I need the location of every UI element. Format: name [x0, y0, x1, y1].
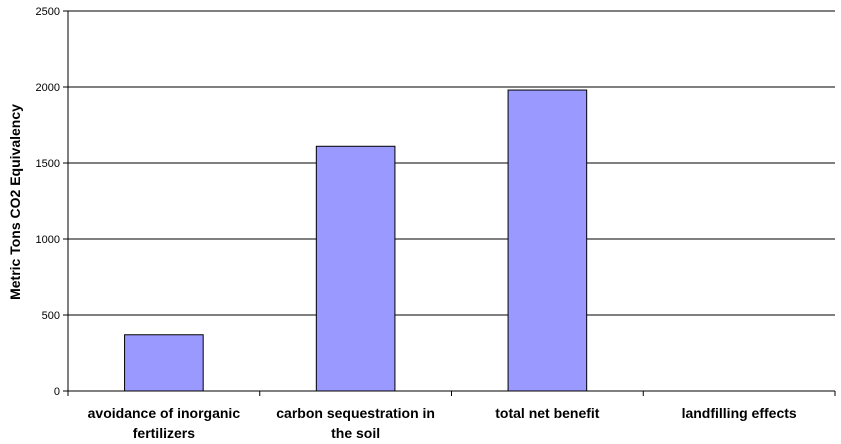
x-category-label: avoidance of inorganic fertilizers: [88, 405, 241, 441]
y-tick-label: 2500: [36, 6, 60, 18]
bar: [315, 145, 396, 392]
bars: [124, 89, 588, 392]
x-category-label-line: landfilling effects: [682, 405, 797, 421]
x-category-label-line: the soil: [331, 425, 380, 441]
x-category-label: carbon sequestration in the soil: [276, 405, 435, 441]
x-category-label: total net benefit: [495, 405, 600, 421]
axes: [63, 10, 836, 396]
y-tick-label: 1500: [36, 158, 60, 170]
x-category-label: landfilling effects: [682, 405, 797, 421]
y-tick-label: 1000: [36, 234, 60, 246]
gridlines: [68, 10, 835, 316]
x-category-label-line: avoidance of inorganic: [88, 405, 241, 421]
bar: [507, 89, 588, 392]
x-category-labels: avoidance of inorganic fertilizers carbon …: [88, 405, 797, 441]
y-tick-label: 2000: [36, 82, 60, 94]
y-axis-label: Metric Tons CO2 Equivalency: [7, 104, 23, 300]
bar: [124, 334, 204, 392]
y-tick-label: 0: [54, 386, 60, 398]
y-tick-label: 500: [42, 310, 60, 322]
x-category-label-line: carbon sequestration in: [276, 405, 435, 421]
x-category-label-line: fertilizers: [133, 425, 195, 441]
x-category-label-line: total net benefit: [495, 405, 600, 421]
y-tick-labels: 0 500 1000 1500 2000 2500: [36, 6, 60, 398]
